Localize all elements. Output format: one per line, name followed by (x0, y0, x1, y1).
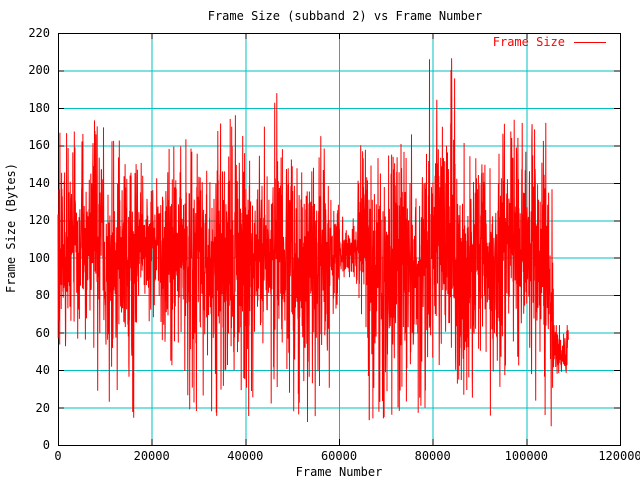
y-axis-label: Frame Size (Bytes) (4, 162, 18, 294)
legend-label: Frame Size (492, 35, 565, 49)
frame-size-line (57, 58, 569, 427)
x-axis-label: Frame Number (295, 465, 383, 479)
chart-title: Frame Size (subband 2) vs Frame Number (207, 9, 483, 23)
